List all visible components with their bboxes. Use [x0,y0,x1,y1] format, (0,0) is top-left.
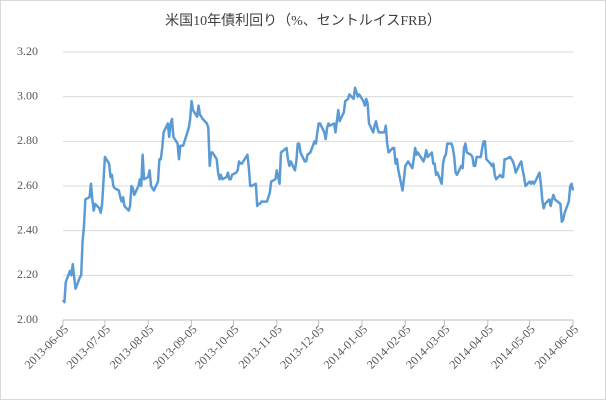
y-tick-label: 3.00 [17,88,38,102]
chart-title: 米国10年債利回り（%、セントルイスFRB） [165,13,441,29]
y-tick-label: 2.20 [17,267,38,281]
y-tick-label: 3.20 [17,44,38,58]
line-series [61,86,575,304]
y-tick-label: 2.80 [17,133,38,147]
y-tick-label: 2.00 [17,312,38,326]
y-tick-label: 2.60 [17,178,38,192]
y-tick-label: 2.40 [17,222,38,236]
